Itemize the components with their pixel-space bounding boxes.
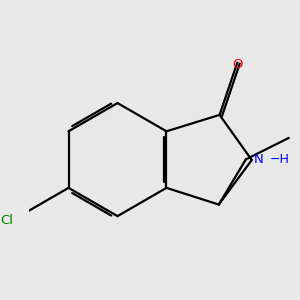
Text: O: O	[232, 58, 242, 71]
Text: −H: −H	[270, 153, 290, 166]
Text: Cl: Cl	[0, 214, 13, 227]
Text: N: N	[254, 153, 264, 166]
